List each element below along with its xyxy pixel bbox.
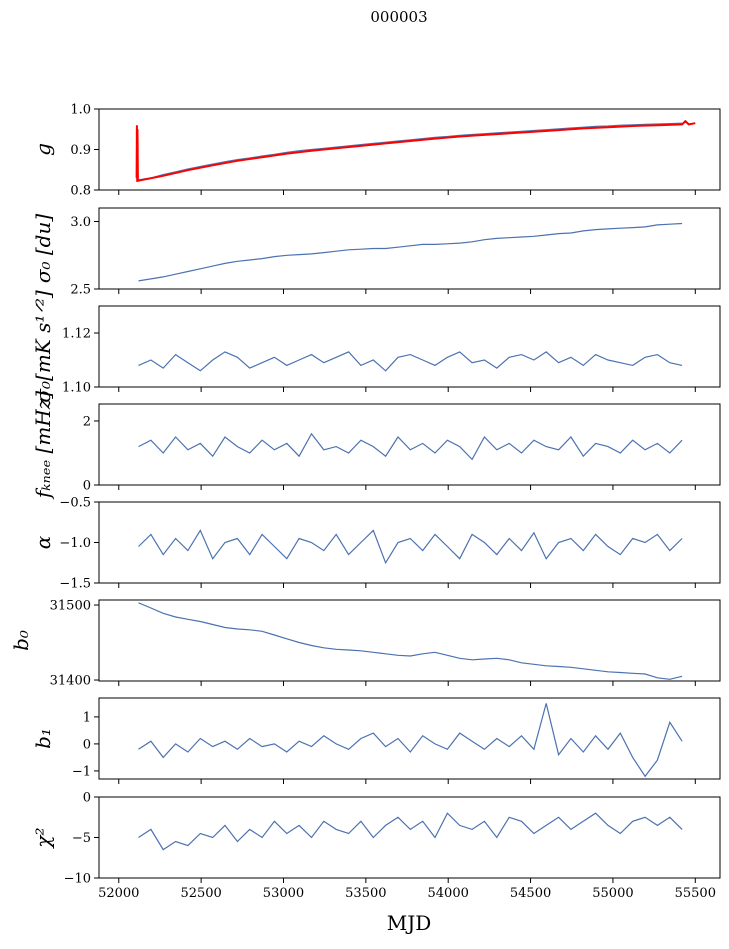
- y-axis-label-3: σ₀[mK s¹ᐟ²]: [31, 290, 55, 403]
- panel-frame-5: [98, 501, 721, 584]
- panel-frame-4: [98, 403, 721, 486]
- panel-frame-2: [98, 207, 721, 290]
- x-tick-label: 52000: [98, 886, 139, 901]
- y-tick-label: −1.0: [59, 536, 91, 551]
- series-line-sigma0_du: [138, 222, 683, 282]
- y-tick-label: 1: [83, 710, 91, 725]
- series-line-b1: [138, 703, 683, 778]
- x-tick-label: 53000: [263, 886, 304, 901]
- y-tick-label: −0.5: [59, 496, 91, 511]
- y-tick-label: 0.9: [70, 143, 91, 158]
- series-line-g_model: [135, 119, 696, 182]
- y-tick-label: −10: [64, 872, 91, 887]
- x-tick-label: 52500: [180, 886, 221, 901]
- y-tick-label: 0: [83, 479, 91, 494]
- y-axis-label-5: α: [31, 535, 55, 549]
- y-axis-label-2: σ₀ [du]: [31, 214, 55, 284]
- y-tick-label: 31400: [50, 674, 91, 689]
- y-tick-label: 1.12: [62, 327, 91, 342]
- y-tick-label: 0: [83, 791, 91, 806]
- y-tick-label: 31500: [50, 599, 91, 614]
- series-line-alpha: [138, 529, 683, 565]
- y-tick-label: 2: [83, 414, 91, 429]
- y-tick-label: 0.8: [70, 184, 91, 199]
- y-tick-label: −1.5: [59, 577, 91, 592]
- series-line-b0: [138, 602, 683, 680]
- series-line-sigma0_mK: [138, 351, 683, 372]
- series-line-g: [138, 122, 683, 181]
- y-tick-label: 3.0: [70, 215, 91, 230]
- y-tick-label: 1.10: [62, 381, 91, 396]
- panel-frame-7: [98, 697, 721, 780]
- y-tick-label: 1.0: [70, 103, 91, 118]
- y-tick-label: 2.5: [70, 283, 91, 298]
- x-tick-label: 54500: [510, 886, 551, 901]
- x-tick-label: 55500: [675, 886, 716, 901]
- series-line-chi2: [138, 812, 683, 851]
- x-tick-label: 54000: [428, 886, 469, 901]
- chart-title: 000003: [370, 8, 427, 26]
- y-tick-label: −5: [72, 831, 91, 846]
- x-tick-label: 55000: [592, 886, 633, 901]
- y-axis-label-4: fₖₙₑₑ [mHz]: [31, 391, 55, 500]
- panel-frame-8: [98, 796, 721, 879]
- series-line-fknee: [138, 432, 683, 461]
- panel-frame-6: [98, 599, 721, 682]
- y-axis-label-6: b₀: [9, 630, 33, 651]
- x-axis-label: MJD: [387, 911, 432, 935]
- x-tick-label: 53500: [345, 886, 386, 901]
- y-axis-label-8: χ²: [31, 827, 55, 849]
- y-tick-label: −1: [72, 764, 91, 779]
- y-axis-label-7: b₁: [31, 728, 55, 749]
- panel-frame-1: [98, 108, 721, 191]
- y-axis-label-1: g: [31, 143, 55, 156]
- panel-frame-3: [98, 305, 721, 388]
- y-tick-label: 0: [83, 737, 91, 752]
